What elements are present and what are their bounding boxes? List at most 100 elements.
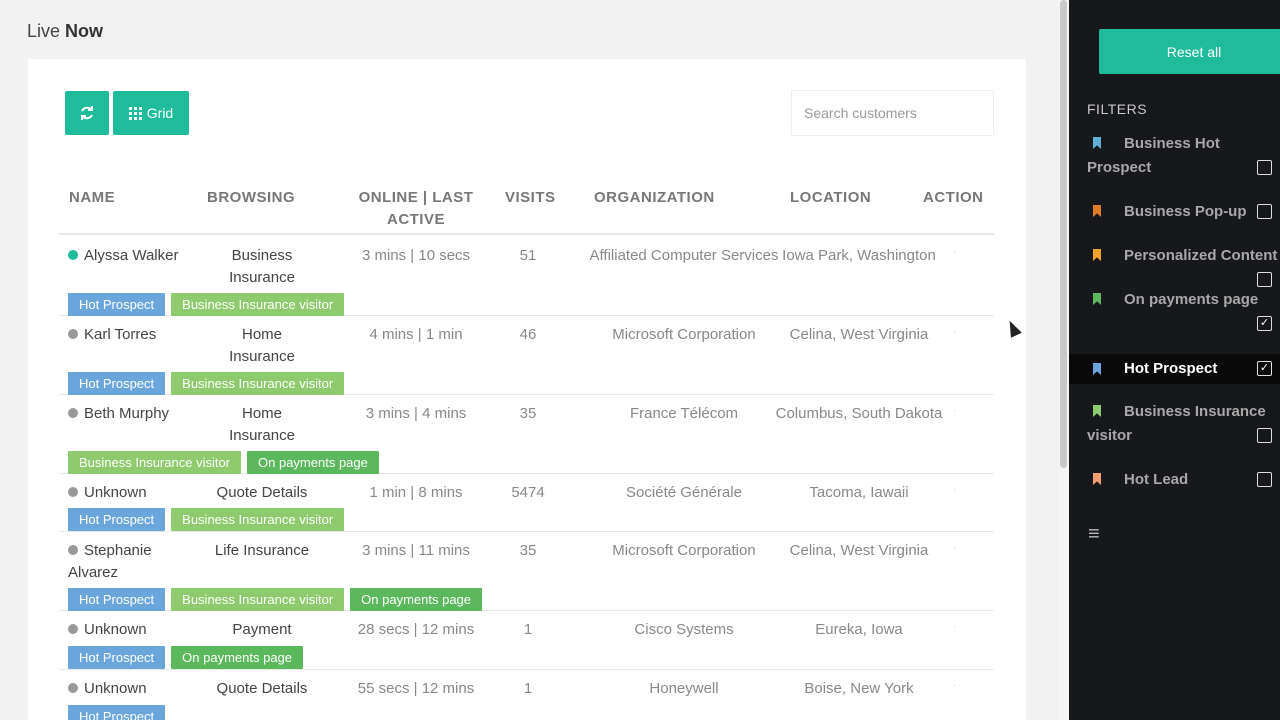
- tag-badge[interactable]: On payments page: [171, 646, 304, 669]
- cell-activity: 3 mins | 10 secs: [361, 247, 471, 264]
- tag-badge[interactable]: Hot Prospect: [68, 508, 166, 531]
- tag-badge[interactable]: Hot Prospect: [68, 588, 166, 611]
- filters-sidebar: Reset all FILTERS Business Hot Prospect B…: [1069, 0, 1280, 720]
- table-row[interactable]: Alyssa Walker Business Insurance 3 mins | …: [59, 237, 994, 316]
- filter-item[interactable]: Hot Prospect ✓: [1069, 354, 1280, 384]
- header-visits[interactable]: VISITS: [505, 189, 556, 206]
- row-tags: Hot Prospect Business Insurance visitor: [68, 372, 345, 395]
- scrollbar-thumb[interactable]: [1060, 0, 1067, 468]
- table-row[interactable]: Karl Torres Home Insurance 4 mins | 1 min 4…: [59, 316, 994, 395]
- hamburger-icon[interactable]: ≡: [1088, 523, 1100, 545]
- row-action[interactable]: ·: [953, 326, 957, 337]
- row-action[interactable]: ·: [953, 405, 957, 416]
- table-row[interactable]: Stephanie Alvarez Life Insurance 3 mins | …: [59, 532, 994, 611]
- checkbox-icon[interactable]: [1257, 160, 1272, 175]
- tag-badge[interactable]: On payments page: [247, 451, 379, 474]
- filter-item[interactable]: Personalized Content: [1069, 244, 1280, 292]
- reset-all-button[interactable]: Reset all: [1099, 29, 1280, 74]
- filter-label: Business Hot Prospect: [1087, 135, 1220, 176]
- table-row[interactable]: Unknown Quote Details 1 min | 8 mins 5474 So…: [59, 474, 994, 532]
- cell-browsing: Payment: [232, 621, 292, 638]
- row-action[interactable]: ·: [953, 542, 957, 553]
- customer-name-text: Unknown: [84, 621, 147, 638]
- checkbox-checked-icon[interactable]: ✓: [1257, 361, 1272, 376]
- grid-view-button[interactable]: Grid: [113, 91, 189, 135]
- status-dot-icon: [68, 250, 78, 260]
- tag-badge[interactable]: Business Insurance visitor: [171, 508, 345, 531]
- table-row[interactable]: Beth Murphy Home Insurance 3 mins | 4 mins…: [59, 395, 994, 474]
- customer-name[interactable]: Karl Torres: [68, 324, 193, 346]
- row-action[interactable]: ·: [953, 680, 957, 691]
- page-title-bold: Now: [65, 21, 104, 41]
- header-location[interactable]: LOCATION: [790, 189, 872, 206]
- checkbox-icon[interactable]: [1257, 204, 1272, 219]
- header-browsing[interactable]: BROWSING: [207, 189, 296, 206]
- tag-badge[interactable]: Hot Prospect: [68, 646, 166, 669]
- cell-activity: 3 mins | 11 mins: [362, 542, 470, 559]
- cell-visits: 5474: [511, 484, 545, 501]
- bookmark-icon: [1093, 249, 1101, 261]
- customer-name[interactable]: Unknown: [68, 619, 193, 641]
- customer-name[interactable]: Unknown: [68, 678, 193, 700]
- tag-badge[interactable]: Business Insurance visitor: [171, 372, 345, 395]
- row-action[interactable]: ·: [953, 484, 957, 495]
- filter-item[interactable]: Business Pop-up: [1069, 200, 1280, 224]
- filter-label: Business Pop-up: [1124, 203, 1247, 220]
- refresh-button[interactable]: [65, 91, 109, 135]
- row-action[interactable]: ·: [953, 247, 957, 258]
- checkbox-checked-icon[interactable]: ✓: [1257, 316, 1272, 331]
- tag-badge[interactable]: Business Insurance visitor: [68, 451, 242, 474]
- grid-button-label: Grid: [146, 105, 174, 121]
- filter-label: Hot Lead: [1124, 471, 1189, 488]
- table-row[interactable]: Unknown Payment 28 secs | 12 mins 1 Cisco Sy…: [59, 611, 994, 670]
- header-online-last-active[interactable]: ONLINE | LAST ACTIVE: [358, 189, 474, 228]
- filter-label: On payments page: [1124, 291, 1259, 308]
- row-action[interactable]: ·: [953, 621, 957, 632]
- filter-item[interactable]: Business Hot Prospect: [1069, 132, 1280, 182]
- cell-visits: 46: [519, 326, 537, 343]
- cell-activity: 55 secs | 12 mins: [357, 680, 475, 697]
- status-dot-icon: [68, 408, 78, 418]
- customer-name[interactable]: Stephanie Alvarez: [68, 540, 193, 584]
- cell-organization: Microsoft Corporation: [612, 326, 756, 343]
- header-action: ACTION: [923, 189, 984, 206]
- table-header: NAME BROWSING ONLINE | LAST ACTIVE VISIT…: [59, 187, 994, 235]
- filter-item[interactable]: On payments page ✓: [1069, 288, 1280, 338]
- checkbox-icon[interactable]: [1257, 472, 1272, 487]
- cell-visits: 51: [519, 247, 537, 264]
- customer-name[interactable]: Beth Murphy: [68, 403, 193, 425]
- cell-activity: 4 mins | 1 min: [369, 326, 463, 343]
- cell-organization: Honeywell: [649, 680, 719, 697]
- filter-label: Personalized Content: [1124, 247, 1278, 264]
- header-organization[interactable]: ORGANIZATION: [594, 189, 715, 206]
- refresh-icon: [81, 106, 93, 120]
- tag-badge[interactable]: Hot Prospect: [68, 293, 166, 316]
- row-tags: Hot Prospect Business Insurance visitor On…: [68, 588, 483, 611]
- page-title: Live Now: [27, 21, 103, 42]
- cell-browsing: Quote Details: [216, 680, 308, 697]
- main-panel: Live Now Grid NAME BROWSING ONLINE | LAS…: [27, 21, 1026, 720]
- cell-activity: 28 secs | 12 mins: [357, 621, 475, 638]
- main-scrollbar[interactable]: [1059, 0, 1069, 720]
- table-row[interactable]: Unknown Quote Details 55 secs | 12 mins 1 Ho…: [59, 670, 994, 720]
- filter-item[interactable]: Hot Lead: [1069, 468, 1280, 492]
- customer-name-text: Unknown: [84, 680, 147, 697]
- tag-badge[interactable]: On payments page: [350, 588, 483, 611]
- checkbox-icon[interactable]: [1257, 272, 1272, 287]
- search-input[interactable]: [791, 90, 994, 136]
- cell-organization: France Télécom: [629, 405, 739, 422]
- checkbox-icon[interactable]: [1257, 428, 1272, 443]
- tag-badge[interactable]: Hot Prospect: [68, 372, 166, 395]
- customer-name[interactable]: Unknown: [68, 482, 193, 504]
- row-tags: Hot Prospect Business Insurance visitor: [68, 508, 345, 531]
- customer-name[interactable]: Alyssa Walker: [68, 245, 193, 267]
- cell-browsing: Quote Details: [216, 484, 308, 501]
- tag-badge[interactable]: Business Insurance visitor: [171, 588, 345, 611]
- tag-badge[interactable]: Hot Prospect: [68, 705, 166, 720]
- filter-item[interactable]: Business Insurance visitor: [1069, 400, 1280, 450]
- bookmark-icon: [1093, 473, 1101, 485]
- page-title-light: Live: [27, 21, 61, 41]
- header-name[interactable]: NAME: [69, 189, 116, 206]
- tag-badge[interactable]: Business Insurance visitor: [171, 293, 345, 316]
- bookmark-icon: [1093, 363, 1101, 375]
